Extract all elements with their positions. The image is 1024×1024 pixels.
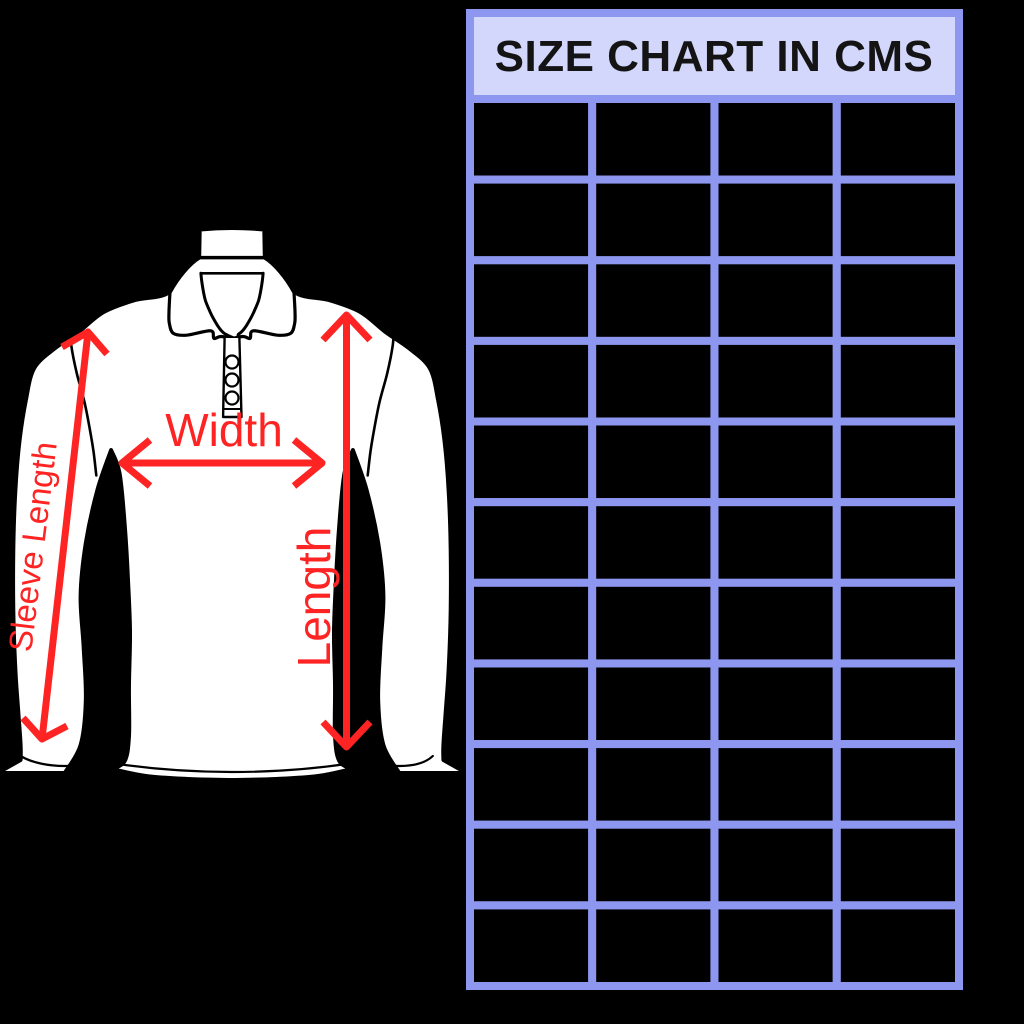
svg-text:SIZE CHART IN CMS: SIZE CHART IN CMS — [495, 32, 934, 81]
svg-text:Length: Length — [288, 527, 340, 668]
svg-text:Width: Width — [165, 404, 283, 456]
